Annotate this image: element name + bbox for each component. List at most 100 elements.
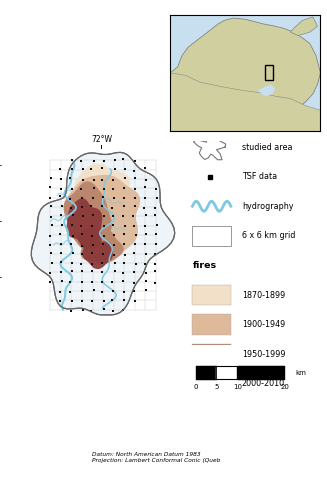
Bar xyxy=(192,374,231,394)
Point xyxy=(89,307,94,315)
Point xyxy=(102,157,107,165)
Point xyxy=(102,305,107,313)
Point xyxy=(58,211,63,219)
Point xyxy=(110,205,115,212)
Point xyxy=(79,242,85,249)
Point xyxy=(121,194,126,202)
Point xyxy=(81,212,86,220)
Point xyxy=(89,260,95,268)
Point xyxy=(122,203,127,210)
Point xyxy=(132,194,138,202)
Bar xyxy=(192,344,231,364)
Point xyxy=(70,165,75,173)
Point xyxy=(69,296,75,304)
Point xyxy=(68,174,73,182)
Point xyxy=(59,240,64,248)
Polygon shape xyxy=(66,198,102,248)
Text: 5: 5 xyxy=(214,384,219,390)
Point xyxy=(91,157,96,165)
Point xyxy=(49,260,54,267)
Point xyxy=(112,165,117,173)
Point xyxy=(143,287,148,295)
Polygon shape xyxy=(31,153,175,315)
Point xyxy=(122,296,127,304)
Point xyxy=(80,287,85,295)
Point xyxy=(142,194,147,202)
Point xyxy=(58,185,63,192)
Point xyxy=(89,297,94,305)
Point xyxy=(111,176,116,184)
Point xyxy=(111,185,116,192)
Point xyxy=(49,203,54,210)
Point xyxy=(101,185,106,193)
Point xyxy=(120,278,126,285)
Point xyxy=(91,194,96,202)
Point xyxy=(121,184,126,192)
Point xyxy=(152,267,158,275)
Polygon shape xyxy=(170,18,320,122)
Point xyxy=(70,156,75,164)
Point xyxy=(121,156,126,163)
Point xyxy=(79,203,85,211)
Point xyxy=(133,297,138,305)
Point xyxy=(69,221,75,229)
Point xyxy=(57,288,62,296)
Point xyxy=(47,278,52,286)
Point xyxy=(143,176,148,184)
Point xyxy=(111,242,116,249)
Text: TSF data: TSF data xyxy=(242,172,277,181)
Point xyxy=(142,223,147,230)
Point xyxy=(91,175,96,183)
Point xyxy=(133,231,138,239)
Point xyxy=(132,185,138,193)
Point xyxy=(110,287,115,295)
Point xyxy=(68,288,73,296)
Point xyxy=(153,260,158,268)
Point xyxy=(100,278,105,286)
Point xyxy=(110,307,115,315)
Polygon shape xyxy=(80,229,124,263)
Point xyxy=(121,269,126,277)
Point xyxy=(101,223,106,230)
Point xyxy=(100,241,106,248)
Point xyxy=(89,278,95,286)
Point xyxy=(152,211,158,219)
Point xyxy=(48,183,53,191)
Point xyxy=(101,212,106,220)
Point xyxy=(152,279,158,287)
Text: km: km xyxy=(295,369,306,376)
Point xyxy=(132,279,137,287)
Point xyxy=(99,164,105,172)
Point xyxy=(47,232,53,240)
Point xyxy=(142,165,147,173)
Polygon shape xyxy=(290,17,318,35)
Point xyxy=(154,194,160,202)
Point xyxy=(78,185,83,192)
Point xyxy=(48,213,53,221)
Point xyxy=(121,241,127,248)
Point xyxy=(122,165,127,173)
Polygon shape xyxy=(82,241,113,269)
Point xyxy=(89,222,95,230)
Point xyxy=(122,230,127,238)
Text: 51°N–: 51°N– xyxy=(0,161,3,170)
Point xyxy=(99,203,105,210)
Point xyxy=(112,251,117,259)
Text: 2000-2010: 2000-2010 xyxy=(242,380,285,388)
Point xyxy=(100,176,105,184)
Point xyxy=(58,249,63,257)
Point xyxy=(68,278,73,286)
Point xyxy=(142,260,147,268)
Point xyxy=(152,204,158,211)
Point xyxy=(144,250,149,258)
Bar xyxy=(192,314,231,335)
Text: 20: 20 xyxy=(280,384,289,390)
Text: studied area: studied area xyxy=(242,142,292,152)
Point xyxy=(131,249,136,257)
Point xyxy=(80,306,85,313)
Text: 1870-1899: 1870-1899 xyxy=(242,291,285,299)
Point xyxy=(80,194,85,202)
Point xyxy=(123,174,128,182)
Point xyxy=(89,165,94,173)
Point xyxy=(110,278,115,286)
